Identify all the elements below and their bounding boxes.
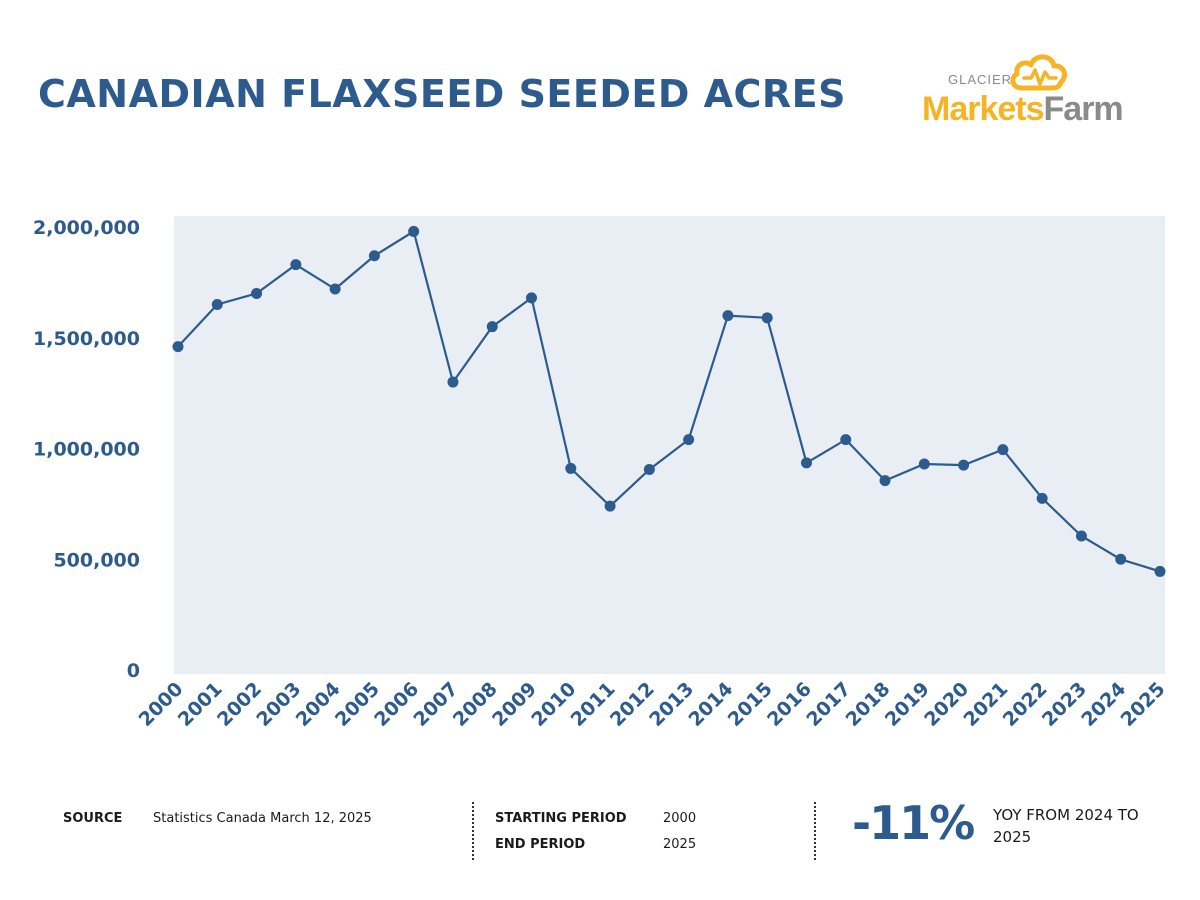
x-tick-label: 2015 (724, 678, 777, 731)
line-chart: 0 500,000 1,000,000 1,500,000 2,000,000 2000… (33, 216, 1170, 731)
data-point (643, 464, 655, 476)
data-point (251, 287, 263, 299)
data-point (1075, 530, 1087, 542)
data-point (879, 475, 891, 487)
markets-farm-logo: GLACIER MarketsFarm (920, 50, 1160, 130)
x-tick-label: 2002 (213, 678, 266, 731)
data-point (172, 341, 184, 353)
data-point (800, 457, 812, 469)
y-tick-label: 1,500,000 (33, 328, 140, 350)
y-tick-label: 2,000,000 (33, 217, 140, 239)
x-tick-label: 2023 (1038, 678, 1091, 731)
x-tick-label: 2013 (645, 678, 698, 731)
x-tick-label: 2019 (881, 678, 934, 731)
x-tick-label: 2022 (999, 678, 1052, 731)
data-point (722, 310, 734, 322)
data-point (565, 462, 577, 474)
x-tick-label: 2017 (802, 678, 855, 731)
x-tick-label: 2024 (1077, 678, 1130, 731)
data-point (1115, 553, 1127, 565)
plot-area (174, 216, 1165, 674)
data-point (604, 500, 616, 512)
yoy-change-value: -11% (852, 796, 975, 850)
footer-divider-2 (814, 802, 816, 860)
x-tick-label: 2006 (370, 678, 423, 731)
x-tick-label: 2014 (684, 678, 737, 731)
x-tick-label: 2003 (252, 678, 305, 731)
end-period-label: END PERIOD (495, 837, 586, 852)
data-point (211, 299, 223, 311)
footer: SOURCE Statistics Canada March 12, 2025 … (0, 790, 1200, 870)
data-point (1154, 565, 1166, 577)
x-tick-label: 2008 (449, 678, 502, 731)
x-tick-label: 2016 (763, 678, 816, 731)
logo-farm-text: Farm (1043, 90, 1124, 128)
data-point (958, 459, 970, 471)
y-tick-label: 0 (127, 660, 140, 682)
y-tick-label: 500,000 (53, 549, 140, 571)
source-label: SOURCE (63, 811, 123, 826)
cloud-logo-icon (1010, 54, 1067, 91)
x-tick-label: 2005 (331, 678, 384, 731)
x-tick-label: 2000 (135, 678, 188, 731)
logo-wordmark: MarketsFarm (922, 90, 1124, 129)
x-tick-label: 2001 (174, 678, 227, 731)
logo-markets-text: Markets (922, 90, 1045, 128)
end-period-value: 2025 (663, 837, 697, 852)
yoy-change-description: YOY FROM 2024 TO 2025 (993, 806, 1139, 846)
data-point (918, 458, 930, 470)
x-tick-label: 2025 (1117, 678, 1170, 731)
footer-divider-1 (472, 802, 474, 860)
data-point (761, 312, 773, 324)
x-tick-label: 2018 (842, 678, 895, 731)
start-period-value: 2000 (663, 811, 697, 826)
x-tick-label: 2012 (606, 678, 659, 731)
page-title: CANADIAN FLAXSEED SEEDED ACRES (38, 72, 847, 116)
start-period-label: STARTING PERIOD (495, 811, 627, 826)
logo-glacier-text: GLACIER (948, 72, 1013, 87)
data-point (997, 444, 1009, 456)
x-tick-label: 2020 (920, 678, 973, 731)
data-points (172, 225, 1166, 577)
x-tick-label: 2007 (410, 678, 463, 731)
data-point (840, 434, 852, 446)
x-tick-label: 2004 (292, 678, 345, 731)
data-point (526, 292, 538, 304)
x-tick-label: 2021 (959, 678, 1012, 731)
x-axis-ticks: 2000200120022003200420052006200720082009… (135, 678, 1170, 731)
data-point (486, 321, 498, 333)
data-point (683, 434, 695, 446)
data-point (1036, 492, 1048, 504)
x-tick-label: 2011 (567, 678, 620, 731)
source-value: Statistics Canada March 12, 2025 (153, 811, 372, 826)
data-point (447, 376, 459, 388)
data-point (408, 225, 420, 237)
series-line (177, 229, 1161, 573)
y-axis-ticks: 0 500,000 1,000,000 1,500,000 2,000,000 (33, 217, 140, 682)
x-tick-label: 2010 (527, 678, 580, 731)
x-tick-label: 2009 (488, 678, 541, 731)
data-point (329, 283, 341, 295)
data-point (368, 250, 380, 262)
data-point (290, 259, 302, 271)
y-tick-label: 1,000,000 (33, 439, 140, 461)
